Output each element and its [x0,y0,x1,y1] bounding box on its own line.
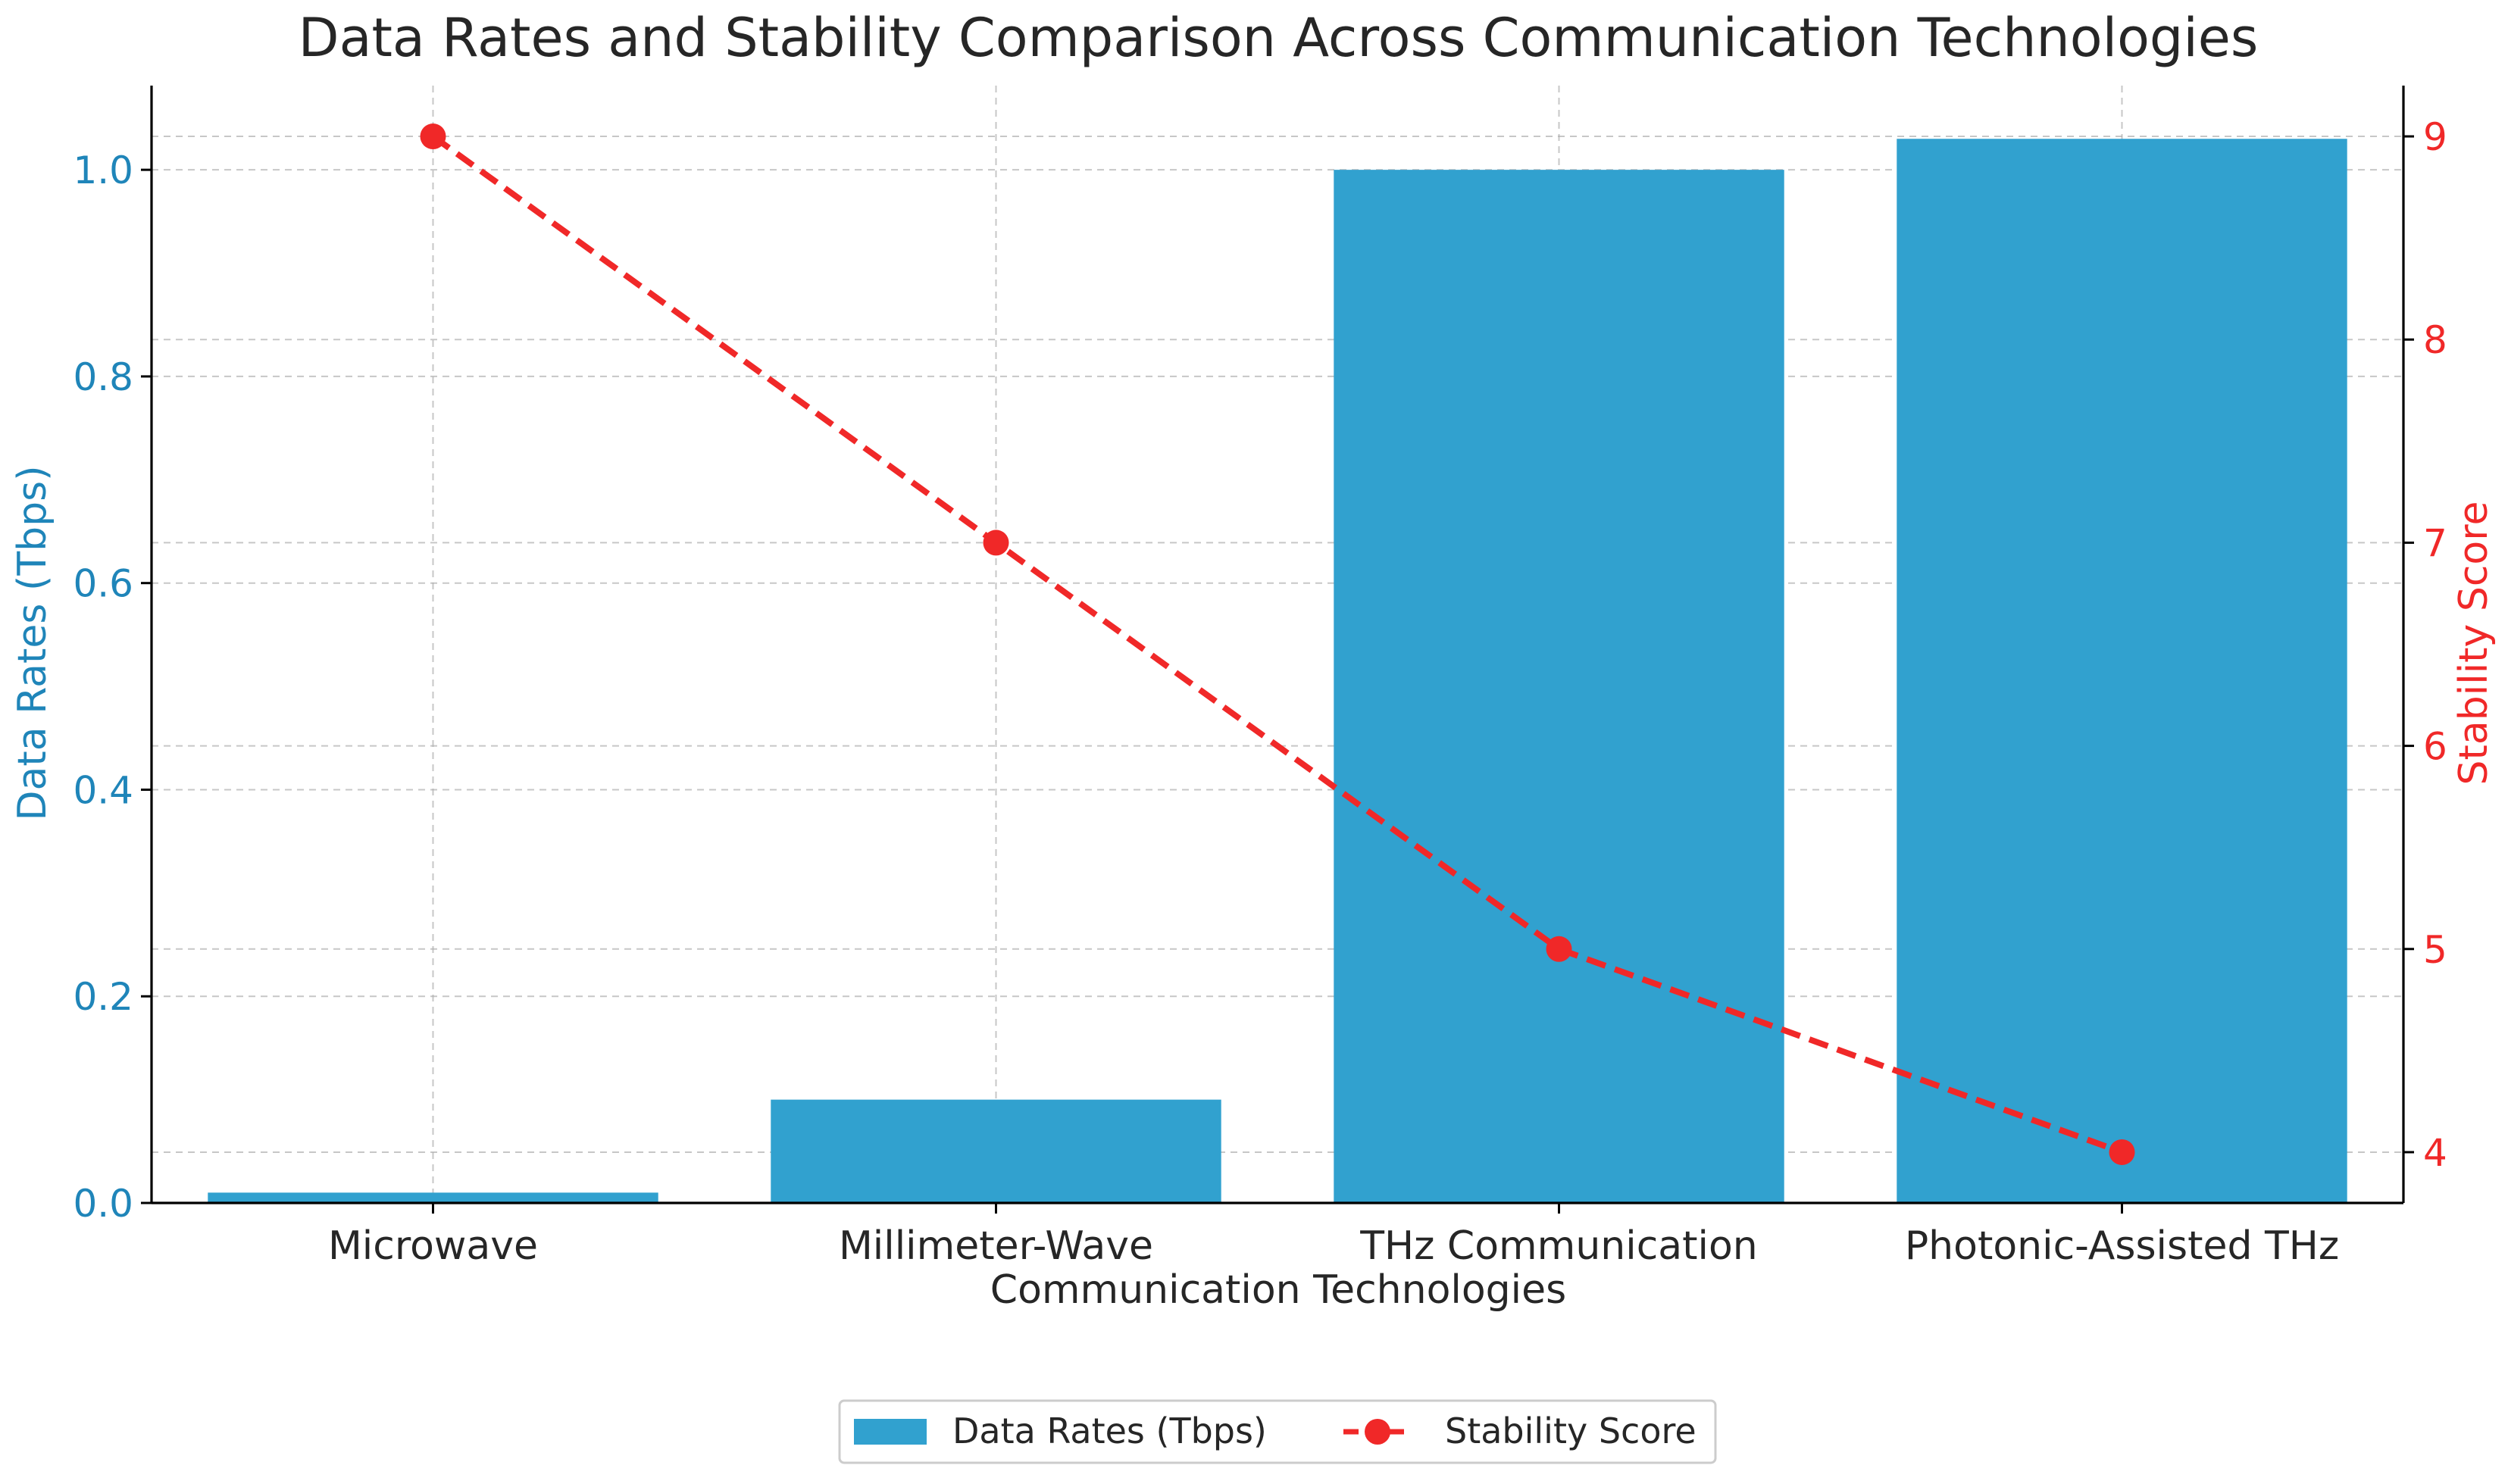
stability-point-2 [983,530,1009,556]
bar-series [208,139,2347,1204]
right-axis-label: Stability Score [2451,501,2497,786]
line-series [420,123,2135,1165]
left-tick-label: 1.0 [73,148,133,192]
bar-4 [1897,139,2347,1204]
left-tick-label: 0.0 [73,1182,133,1226]
stability-line [431,133,2123,1155]
left-tick-label: 0.6 [73,562,133,606]
x-axis-label: Communication Technologies [990,1267,1566,1313]
right-tick-label: 6 [2423,725,2447,769]
bar-1 [208,1192,658,1203]
x-tick-label: Photonic-Assisted THz [1905,1223,2339,1269]
right-tick-label: 9 [2423,115,2447,159]
legend-line-marker [1365,1419,1390,1445]
left-tick-label: 0.8 [73,355,133,399]
right-tick-label: 4 [2423,1131,2447,1175]
left-tick-label: 0.2 [73,975,133,1019]
legend-bar-swatch [854,1419,927,1445]
legend: Data Rates (Tbps) Stability Score [838,1399,1717,1464]
legend-frame [838,1399,1717,1464]
stability-point-1 [420,123,446,150]
axes: 0.0 0.2 0.4 0.6 0.8 1.0 4 5 6 7 8 9 Microwave Millime… [73,86,2447,1269]
stability-point-4 [2109,1139,2135,1165]
legend-bar-label: Data Rates (Tbps) [952,1411,1267,1451]
right-tick-label: 8 [2423,318,2447,362]
left-tick-label: 0.4 [73,768,133,812]
stability-point-3 [1546,936,1572,962]
legend-line-label: Stability Score [1445,1411,1696,1451]
right-tick-label: 5 [2423,928,2447,972]
x-tick-label: THz Communication [1359,1223,1758,1269]
right-tick-label: 7 [2423,521,2447,565]
bar-2 [771,1099,1221,1203]
bar-3 [1334,170,1784,1204]
x-tick-label: Microwave [328,1223,538,1269]
left-axis-label: Data Rates (Tbps) [10,466,55,821]
chart-title: Data Rates and Stability Comparison Acro… [299,7,2259,69]
x-tick-label: Millimeter-Wave [839,1223,1153,1269]
